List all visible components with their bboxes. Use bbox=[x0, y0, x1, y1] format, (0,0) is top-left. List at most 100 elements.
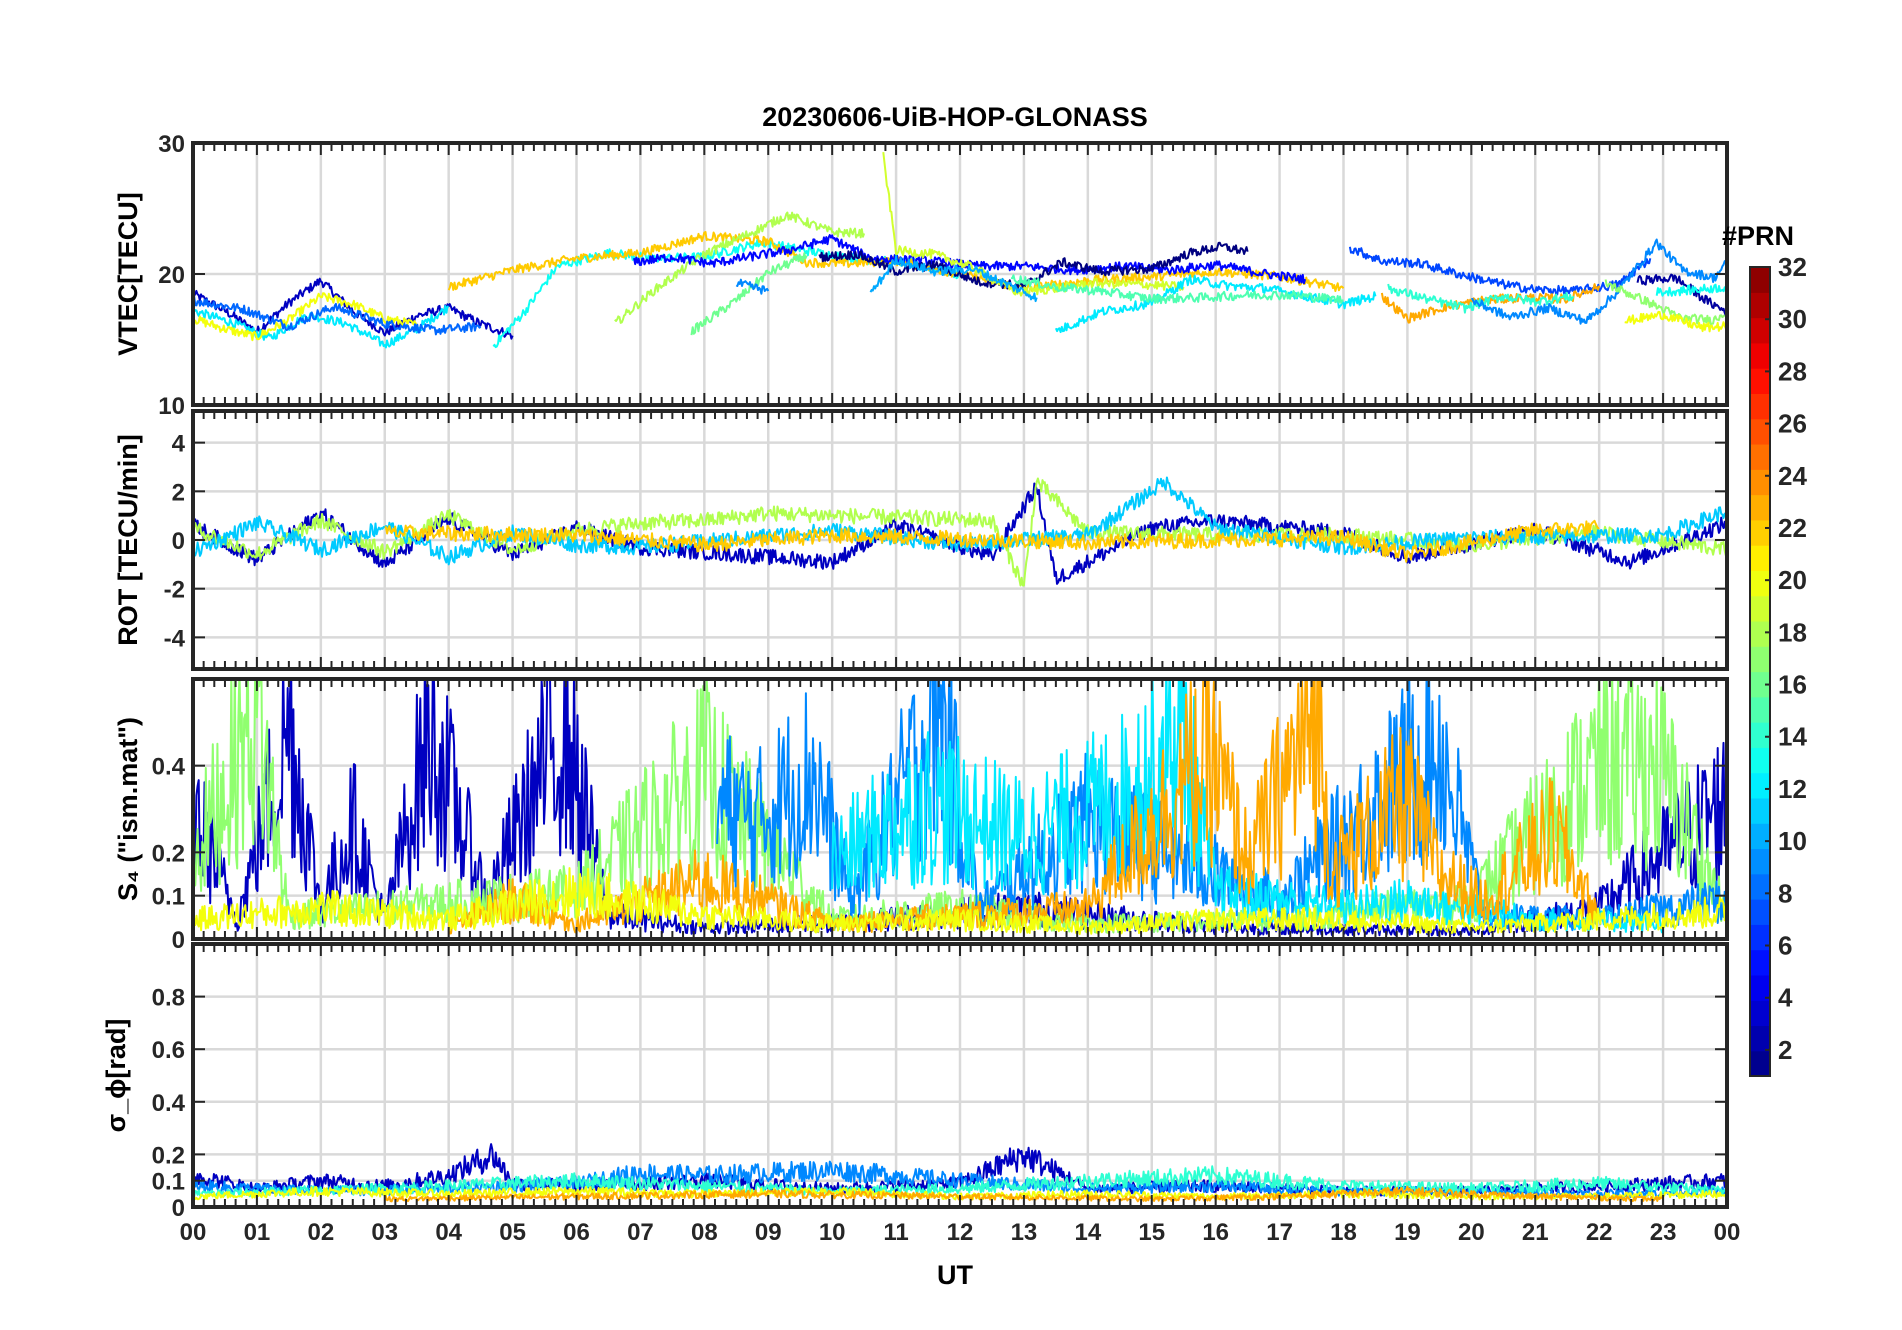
colorbar-segment bbox=[1750, 797, 1770, 824]
colorbar-segment bbox=[1750, 469, 1770, 496]
colorbar-segment bbox=[1750, 342, 1770, 369]
y-tick-label: 0.4 bbox=[152, 1090, 186, 1117]
colorbar-tick-label: 12 bbox=[1778, 774, 1807, 804]
series-line-prn-13 bbox=[1655, 283, 1727, 297]
series-line-prn-17 bbox=[1604, 279, 1727, 326]
panel-ticks bbox=[192, 411, 1728, 669]
y-tick-label: 0 bbox=[172, 1195, 185, 1222]
y-tick-label: 0.8 bbox=[152, 985, 185, 1012]
series-line-prn-5 bbox=[633, 234, 1307, 285]
x-tick-label: 20 bbox=[1458, 1219, 1485, 1246]
colorbar-tick-label: 14 bbox=[1778, 722, 1807, 752]
x-tick-label: 14 bbox=[1074, 1219, 1101, 1246]
colorbar-segment bbox=[1750, 823, 1770, 850]
x-tick-label: 10 bbox=[819, 1219, 846, 1246]
y-tick-label: 0.1 bbox=[152, 1169, 185, 1196]
panel-3: 0 0.1 0.2 0.4 S₄ ("ism.mat") bbox=[113, 677, 1729, 954]
x-tick-label: 13 bbox=[1011, 1219, 1038, 1246]
x-tick-label: 15 bbox=[1138, 1219, 1165, 1246]
y-axis-title: S₄ ("ism.mat") bbox=[113, 717, 143, 901]
series-line-prn-7 bbox=[1348, 246, 1652, 297]
series-line-prn-15 bbox=[1010, 274, 1344, 305]
x-tick-label: 00 bbox=[180, 1219, 207, 1246]
x-axis-title: UT bbox=[937, 1260, 973, 1290]
colorbar-frame bbox=[1749, 266, 1771, 1077]
x-tick-label: 23 bbox=[1650, 1219, 1677, 1246]
colorbar-segment bbox=[1750, 747, 1770, 774]
panel-grid bbox=[193, 944, 1727, 1207]
y-tick-label: 0 bbox=[172, 528, 185, 555]
colorbar-segment bbox=[1750, 949, 1770, 976]
series-line-prn-19 bbox=[882, 151, 1185, 297]
panel-data bbox=[193, 151, 1727, 349]
y-tick-label: 0.4 bbox=[152, 754, 186, 781]
y-tick-label: 30 bbox=[158, 131, 185, 158]
panel-2: -4 -2 0 2 4 ROT [TECU/min] bbox=[113, 409, 1729, 671]
series-line-prn-8 bbox=[193, 295, 482, 336]
series-line-prn-12 bbox=[193, 305, 449, 349]
x-tick-label: 17 bbox=[1266, 1219, 1293, 1246]
x-tick-label: 08 bbox=[691, 1219, 718, 1246]
y-tick-label: 10 bbox=[158, 393, 185, 420]
colorbar-tick-label: 30 bbox=[1778, 304, 1807, 334]
series-line-prn-23 bbox=[447, 679, 1601, 935]
x-tick-label: 06 bbox=[563, 1219, 590, 1246]
series-line-prn-18 bbox=[614, 211, 866, 324]
panel-4: 00.10.2 0.4 0.6 0.8 σ_ϕ[rad] bbox=[101, 942, 1729, 1222]
y-tick-label: 20 bbox=[158, 262, 185, 289]
colorbar-segment bbox=[1750, 696, 1770, 723]
x-tick-label: 02 bbox=[307, 1219, 334, 1246]
x-tick-label: 09 bbox=[755, 1219, 782, 1246]
colorbar-tick-label: 28 bbox=[1778, 356, 1807, 386]
colorbar-segment bbox=[1750, 443, 1770, 470]
y-tick-label: 0.6 bbox=[152, 1037, 185, 1064]
series-line-prn-16 bbox=[690, 252, 808, 336]
x-tick-label: 12 bbox=[947, 1219, 974, 1246]
colorbar-segment bbox=[1750, 1025, 1770, 1052]
colorbar-tick-label: 20 bbox=[1778, 565, 1807, 595]
colorbar-segment bbox=[1750, 595, 1770, 622]
series-line-prn-2 bbox=[1636, 273, 1727, 317]
colorbar-segment bbox=[1750, 494, 1770, 521]
panel-ticks bbox=[192, 679, 1728, 940]
colorbar-segment bbox=[1750, 620, 1770, 647]
colorbar-title: #PRN bbox=[1722, 221, 1794, 251]
colorbar-segment bbox=[1750, 267, 1770, 293]
series-line-prn-14 bbox=[193, 1165, 1727, 1198]
colorbar-tick-label: 8 bbox=[1778, 878, 1792, 908]
colorbar-segment bbox=[1750, 317, 1770, 344]
y-axis-title: ROT [TECU/min] bbox=[113, 434, 143, 645]
y-tick-label: 0 bbox=[172, 927, 185, 954]
x-tick-label: 16 bbox=[1202, 1219, 1229, 1246]
x-tick-label: 01 bbox=[244, 1219, 271, 1246]
x-tick-label: 04 bbox=[435, 1219, 462, 1246]
series-line-prn-20 bbox=[193, 292, 418, 342]
panel-1: 10 20 30 VTEC[TECU] bbox=[113, 131, 1729, 420]
colorbar-tick-label: 22 bbox=[1778, 513, 1807, 543]
colorbar-segment bbox=[1750, 646, 1770, 673]
colorbar-segment bbox=[1750, 873, 1770, 900]
x-tick-label: 21 bbox=[1522, 1219, 1549, 1246]
series-line-prn-12 bbox=[1054, 274, 1377, 334]
x-tick-labels: 00 01 02 03 04 05 06 07 08 09 10 11 12 13 14 15 16 17 18 19… bbox=[180, 1219, 1741, 1246]
panel-grid bbox=[193, 143, 1727, 405]
colorbar-segment bbox=[1750, 292, 1770, 319]
y-tick-label: 0.2 bbox=[152, 840, 185, 867]
colorbar-segment bbox=[1750, 899, 1770, 925]
colorbar-segment bbox=[1750, 1050, 1770, 1077]
panel-ticks bbox=[192, 944, 1728, 1208]
chart-title: 20230606-UiB-HOP-GLONASS bbox=[762, 102, 1148, 132]
colorbar-segment bbox=[1750, 924, 1770, 951]
colorbar-tick-label: 32 bbox=[1778, 252, 1807, 282]
x-tick-label: 00 bbox=[1714, 1219, 1741, 1246]
series-line-prn-10 bbox=[869, 254, 1038, 303]
x-tick-label: 05 bbox=[499, 1219, 526, 1246]
colorbar-segment bbox=[1750, 368, 1770, 395]
x-tick-label: 22 bbox=[1586, 1219, 1613, 1246]
y-tick-label: 4 bbox=[172, 431, 186, 458]
colorbar-tick-label: 16 bbox=[1778, 670, 1807, 700]
colorbar-segment bbox=[1750, 974, 1770, 1001]
